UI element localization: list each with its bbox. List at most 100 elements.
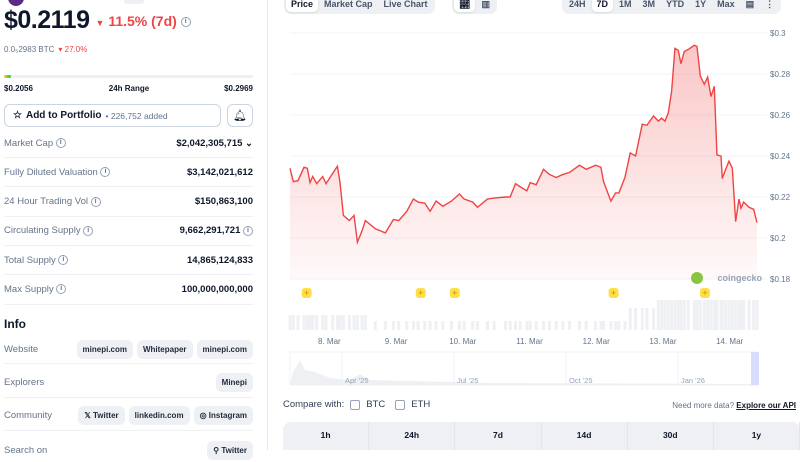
calendar-icon[interactable]: ▤ (745, 0, 755, 9)
linkedin-link[interactable]: linkedin.com (128, 406, 190, 425)
info-icon[interactable]: i (180, 16, 191, 27)
tab-price[interactable]: Price (286, 0, 319, 12)
volume-bar (682, 300, 686, 330)
price-area (290, 45, 757, 279)
stat-label: Max Supply i (4, 284, 67, 295)
volume-bar (602, 321, 606, 330)
search-on-label: Search on (4, 444, 48, 456)
stat-label-text: 24 Hour Trading Vol (4, 196, 88, 208)
stat-value-text: $150,863,100 (194, 196, 253, 208)
coingecko-watermark: coingecko (717, 273, 762, 283)
add-to-portfolio-button[interactable]: ☆ Add to Portfolio • 226,752 added (4, 104, 221, 127)
navigator-label: Apr '25 (345, 376, 369, 385)
info-icon[interactable]: i (58, 255, 69, 266)
volume-bar (709, 300, 713, 330)
volume-bar (628, 308, 632, 330)
info-heading: Info (4, 317, 26, 331)
tab-live-chart[interactable]: Live Chart (383, 0, 428, 9)
explorers-label: Explorers (4, 377, 45, 388)
volume-bar (508, 321, 512, 330)
info-row-website: Website minepi.com Whitepaper minepi.com (4, 336, 253, 364)
range-fill (4, 75, 12, 78)
perf-header-30d: 30d (628, 422, 714, 450)
y-tick-label: $0.26 (770, 111, 791, 120)
info-icon[interactable]: i (90, 196, 101, 207)
event-marker-icon[interactable]: + (449, 288, 460, 298)
price-chart[interactable]: $0.18 $0.2 $0.22 $0.24 $0.26 $0.28 $0.3 + + + + + co… (283, 20, 800, 392)
y-tick-label: $0.28 (770, 70, 791, 79)
info-icon[interactable]: i (83, 225, 94, 236)
info-icon[interactable]: i (243, 225, 253, 236)
x-tick-label: 9. Mar (385, 337, 408, 346)
range-max[interactable]: Max (717, 0, 735, 9)
event-marker-icon[interactable]: + (301, 288, 312, 298)
website-link[interactable]: minepi.com (196, 340, 253, 359)
volume-bar (449, 321, 453, 330)
stat-value-text: $3,142,021,612 (186, 166, 253, 178)
info-icon[interactable]: i (55, 137, 66, 148)
volume-bar (363, 315, 367, 330)
range-24h[interactable]: 24H (569, 0, 586, 9)
eth-checkbox[interactable] (395, 399, 406, 410)
volume-bar (548, 321, 552, 330)
volume-bar (534, 321, 538, 330)
stat-label: Fully Diluted Valuation i (4, 167, 111, 178)
tab-market-cap[interactable]: Market Cap (324, 0, 373, 9)
performance-table-header: 1h 24h 7d 14d 30d 1y (283, 422, 800, 450)
stat-row-market-cap: Market Cap i $2,042,305,715 ⌄ (4, 129, 253, 158)
volume-bar (634, 308, 638, 330)
volume-bar (441, 321, 445, 330)
volume-bar (666, 300, 670, 330)
volume-bar (737, 300, 741, 330)
volume-bar (614, 321, 618, 330)
x-tick-label: 8. Mar (318, 337, 341, 346)
y-tick-label: $0.2 (770, 234, 786, 243)
volume-bar (525, 321, 529, 330)
volume-bar (617, 321, 621, 330)
volume-bar (411, 321, 415, 330)
info-icon[interactable]: i (100, 167, 111, 178)
more-options-icon[interactable]: ⋮ (765, 0, 775, 9)
website-link[interactable]: minepi.com (76, 340, 133, 359)
chevron-down-icon[interactable]: ⌄ (245, 137, 253, 149)
event-marker-icon[interactable]: + (608, 288, 619, 298)
info-icon[interactable]: i (56, 284, 67, 295)
line-chart-icon[interactable]: 📈︎ (454, 0, 476, 12)
range-label: 24h Range (108, 84, 150, 93)
search-twitter-link[interactable]: ⚲ Twitter (207, 440, 253, 460)
range-7d[interactable]: 7D (591, 0, 614, 12)
volume-bar (561, 321, 565, 330)
range-ytd[interactable]: YTD (666, 0, 685, 9)
range-1m[interactable]: 1M (619, 0, 632, 9)
price-alert-button[interactable]: 🔔︎ (227, 104, 253, 127)
btc-checkbox[interactable] (350, 399, 361, 410)
volume-bar (397, 321, 401, 330)
twitter-link[interactable]: 𝕏 Twitter (78, 406, 125, 425)
column-divider (267, 0, 268, 450)
candlestick-chart-icon[interactable]: ▥ (481, 0, 490, 9)
event-marker-icon[interactable]: + (415, 288, 426, 298)
volume-bar (720, 300, 724, 330)
explore-api-link[interactable]: Explore our API (736, 401, 796, 410)
perf-header-24h: 24h (369, 422, 456, 450)
explorer-link[interactable]: Minepi (215, 373, 253, 392)
range-1y[interactable]: 1Y (695, 0, 707, 9)
btc-option-label: BTC (366, 399, 386, 410)
whitepaper-link[interactable]: Whitepaper (136, 340, 193, 359)
volume-bar (305, 315, 309, 330)
event-marker-icon[interactable]: + (699, 288, 710, 298)
instagram-link[interactable]: ◎ Instagram (193, 406, 253, 425)
stat-value: 9,662,291,721 i (180, 225, 253, 236)
volume-bar (513, 321, 517, 330)
x-tick-label: 12. Mar (583, 337, 610, 346)
compare-with: Compare with: BTC ETH (283, 399, 430, 410)
stat-label: Total Supply i (4, 255, 69, 266)
chart-style-toggle: 📈︎ ▥ (452, 0, 497, 14)
range-high: $0.2969 (224, 84, 253, 93)
range-bar (4, 75, 253, 78)
range-3m[interactable]: 3M (642, 0, 656, 9)
btc-change: ▾ 27.0% (58, 45, 88, 54)
api-promo: Need more data? Explore our API (672, 401, 796, 410)
range-tabs: 24H 7D 1M 3M YTD 1Y Max ▤ ⋮ (562, 0, 782, 14)
volume-bar (542, 321, 546, 330)
